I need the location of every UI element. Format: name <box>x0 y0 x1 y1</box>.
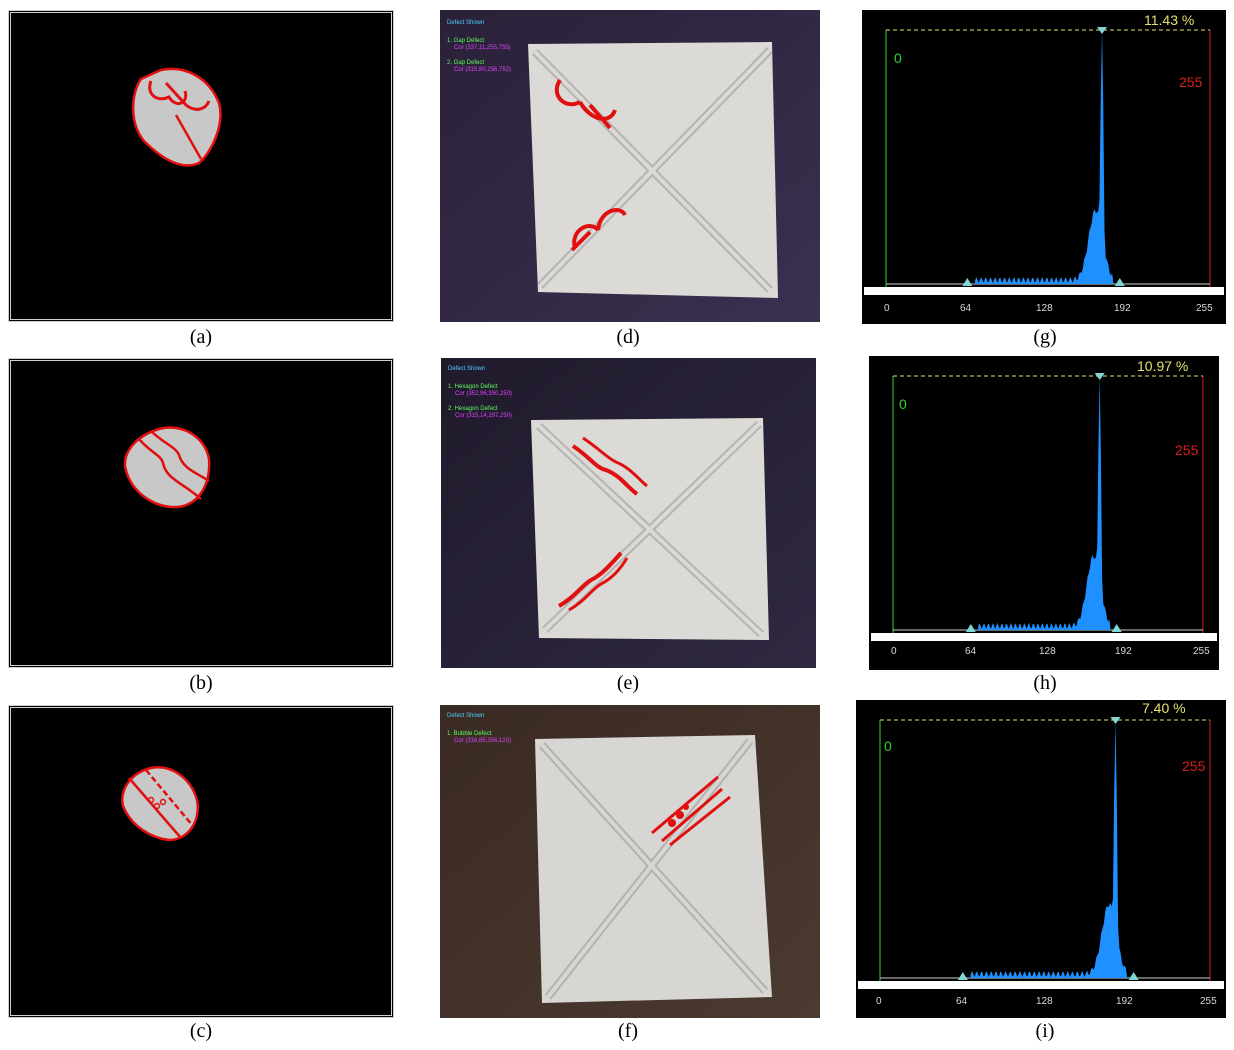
overlay-item-cor: Cor (316,85,356,120) <box>454 738 512 744</box>
caption-g: (g) <box>1033 326 1057 348</box>
histogram-percent: 10.97 % <box>1137 358 1189 374</box>
histogram-tick: 0 <box>876 996 882 1007</box>
caption-h: (h) <box>1033 672 1057 694</box>
histogram-scale-bar <box>864 287 1224 295</box>
low-slider-icon <box>957 972 968 980</box>
histogram-panel-g: 11.43 % 0 255 0 64 128 192 255 <box>862 10 1226 324</box>
histogram-tick: 0 <box>891 646 897 657</box>
overlay-item-cor: Cor (352,96,350,250) <box>455 391 513 397</box>
overlay-title: Defect Shown <box>448 366 486 372</box>
peak-marker-icon <box>1094 373 1105 380</box>
histogram-tick: 128 <box>1039 646 1056 657</box>
histogram-min-label: 0 <box>899 396 907 412</box>
histogram-min-label: 0 <box>884 738 892 754</box>
photo-panel-e: Defect Shown 1. Hexagon Defect Cor (352,… <box>441 358 816 668</box>
caption-a: (a) <box>189 326 213 348</box>
histogram-scale-bar <box>871 633 1217 641</box>
blob-shape <box>131 67 222 167</box>
overlay-item-cor: Cor (315,14,297,250) <box>455 413 513 419</box>
histogram-bars <box>970 720 1139 978</box>
overlay-item-cor: Cor (337,11,255,755) <box>454 45 511 51</box>
low-slider-icon <box>965 624 976 632</box>
caption-b: (b) <box>189 672 213 694</box>
histogram-panel-h: 10.97 % 0 255 0 64 128 192 255 <box>869 356 1219 670</box>
caption-d: (d) <box>616 326 640 348</box>
low-slider-icon <box>962 278 973 286</box>
histogram-tick: 255 <box>1196 303 1213 314</box>
histogram-bars <box>974 30 1141 284</box>
overlay-title: Defect Shown <box>447 20 485 26</box>
overlay-item-label: 1. Gap Defect <box>447 38 485 44</box>
caption-c: (c) <box>189 1020 213 1042</box>
histogram-tick: 192 <box>1116 996 1133 1007</box>
peak-marker-icon <box>1097 27 1107 34</box>
high-slider-icon <box>1111 624 1122 632</box>
blob-shape <box>121 766 200 842</box>
histogram-tick: 128 <box>1036 303 1053 314</box>
blob-panel-a <box>8 10 394 322</box>
histogram-tick: 255 <box>1193 646 1210 657</box>
histogram-tick: 64 <box>956 996 968 1007</box>
photo-panel-d: Defect Shown 1. Gap Defect Cor (337,11,2… <box>440 10 820 322</box>
histogram-panel-i: 7.40 % 0 255 0 64 128 192 255 <box>856 700 1226 1018</box>
caption-i: (i) <box>1035 1020 1055 1042</box>
histogram-tick: 255 <box>1200 996 1217 1007</box>
histogram-chart <box>864 27 1224 295</box>
blob-panel-c <box>8 705 394 1018</box>
high-slider-icon <box>1114 278 1125 286</box>
overlay-item-cor: Cor (315,80,256,752) <box>454 67 512 73</box>
caption-e: (e) <box>616 672 640 694</box>
overlay-item-label: 1. Hexagon Defect <box>448 384 498 390</box>
overlay-item-label: 2. Hexagon Defect <box>448 406 498 412</box>
blob-panel-b <box>8 358 394 668</box>
histogram-scale-bar <box>858 981 1224 989</box>
histogram-max-label: 255 <box>1182 758 1206 774</box>
histogram-min-label: 0 <box>894 50 902 66</box>
histogram-max-label: 255 <box>1175 442 1199 458</box>
overlay-item-label: 1. Bubble Defect <box>447 731 492 737</box>
chip-photo <box>440 10 820 322</box>
histogram-percent: 7.40 % <box>1142 700 1186 716</box>
high-slider-icon <box>1128 972 1139 980</box>
chip-photo <box>441 358 816 668</box>
overlay-title: Defect Shown <box>447 713 485 719</box>
blob-shape <box>123 426 211 509</box>
photo-panel-f: Defect Shown 1. Bubble Defect Cor (316,8… <box>440 705 820 1018</box>
histogram-tick: 192 <box>1114 303 1131 314</box>
histogram-max-label: 255 <box>1179 74 1203 90</box>
histogram-tick: 192 <box>1115 646 1132 657</box>
overlay-item-label: 2. Gap Defect <box>447 60 485 66</box>
histogram-percent: 11.43 % <box>1144 12 1195 28</box>
histogram-tick: 0 <box>884 303 890 314</box>
caption-f: (f) <box>618 1020 638 1042</box>
histogram-tick: 128 <box>1036 996 1053 1007</box>
histogram-bars <box>978 376 1137 630</box>
chip-photo <box>440 705 820 1018</box>
histogram-chart <box>858 717 1224 989</box>
histogram-tick: 64 <box>965 646 977 657</box>
peak-marker-icon <box>1110 717 1121 724</box>
histogram-chart <box>871 373 1217 641</box>
histogram-tick: 64 <box>960 303 972 314</box>
